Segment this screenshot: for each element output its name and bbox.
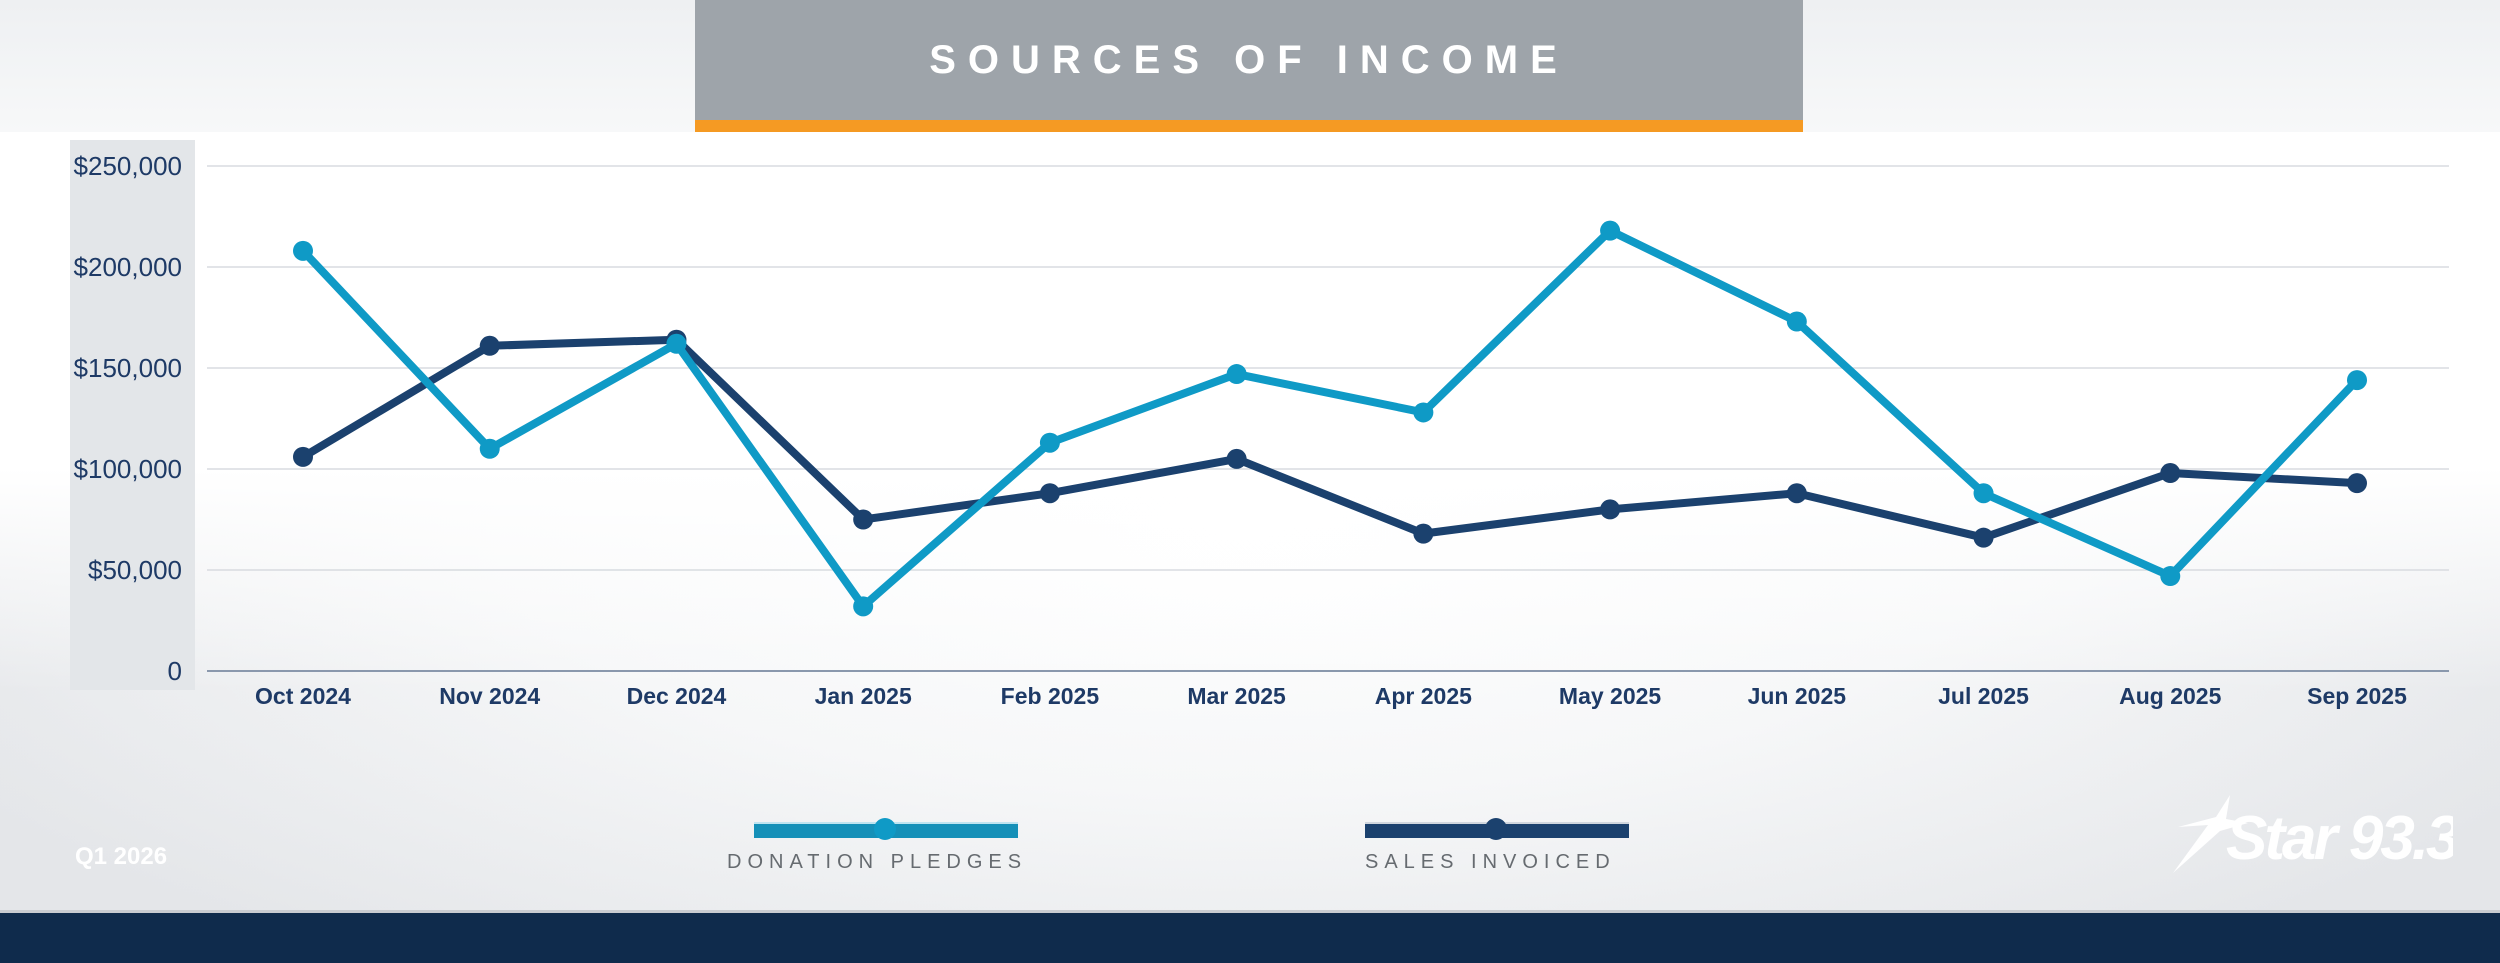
data-point	[1786, 483, 1807, 504]
y-tick-label: $100,000	[74, 454, 182, 484]
data-point	[1413, 523, 1434, 544]
x-tick-label: Dec 2024	[627, 683, 727, 709]
x-tick-label: Jan 2025	[815, 683, 912, 709]
y-tick-label: 0	[168, 656, 182, 686]
star-icon	[2173, 795, 2248, 873]
data-point	[853, 509, 874, 530]
x-tick-label: Apr 2025	[1375, 683, 1472, 709]
title-accent-bar	[695, 120, 1803, 132]
y-tick-label: $250,000	[74, 151, 182, 181]
legend-marker-sales	[1485, 818, 1507, 840]
series-line	[300, 335, 2358, 542]
data-point	[666, 333, 687, 354]
data-point	[2160, 566, 2181, 587]
legend-marker-donation	[874, 818, 896, 840]
x-tick-label: Jul 2025	[1938, 683, 2029, 709]
data-point	[1973, 483, 1994, 504]
chart-title: SOURCES OF INCOME	[929, 37, 1569, 82]
data-point	[2160, 463, 2181, 484]
series-line	[300, 226, 2360, 611]
series-sales-invoiced	[293, 329, 2367, 548]
data-point	[1600, 499, 1621, 520]
data-point	[293, 240, 313, 261]
x-tick-label: Aug 2025	[2119, 683, 2221, 709]
svg-text:Star 93.3: Star 93.3	[2226, 804, 2453, 873]
data-point	[2347, 473, 2367, 494]
data-point	[1413, 402, 1434, 423]
plot-background	[0, 132, 2500, 692]
data-point	[479, 438, 500, 459]
data-point	[1973, 527, 1994, 548]
legend-label-sales: SALES INVOICED	[1365, 851, 1616, 873]
x-tick-label: Mar 2025	[1187, 683, 1286, 709]
y-axis-panel	[70, 140, 195, 690]
x-tick-label: Oct 2024	[255, 683, 351, 709]
data-point	[853, 596, 874, 617]
x-tick-label: Nov 2024	[439, 683, 540, 709]
series-donation-pledges	[293, 220, 2367, 617]
x-tick-label: Feb 2025	[1001, 683, 1100, 709]
y-tick-label: $50,000	[88, 555, 182, 585]
star-logo: Star 93.3	[2173, 795, 2453, 873]
title-banner: SOURCES OF INCOME	[695, 0, 1803, 120]
data-point	[1600, 220, 1621, 241]
y-tick-label: $200,000	[74, 252, 182, 282]
y-tick-label: $150,000	[74, 353, 182, 383]
x-tick-label: May 2025	[1559, 683, 1662, 709]
data-point	[2347, 370, 2367, 391]
data-point	[1039, 432, 1060, 453]
legend-label-donation: DONATION PLEDGES	[727, 851, 1028, 873]
data-point	[1039, 483, 1060, 504]
period-label: Q1 2026	[75, 843, 168, 870]
data-point	[1226, 364, 1247, 385]
data-point	[1226, 448, 1247, 469]
footer-bar	[0, 910, 2500, 963]
data-point	[293, 446, 313, 467]
x-tick-label: Sep 2025	[2307, 683, 2407, 709]
x-tick-label: Jun 2025	[1748, 683, 1847, 709]
data-point	[479, 335, 500, 356]
data-point	[1786, 311, 1807, 332]
